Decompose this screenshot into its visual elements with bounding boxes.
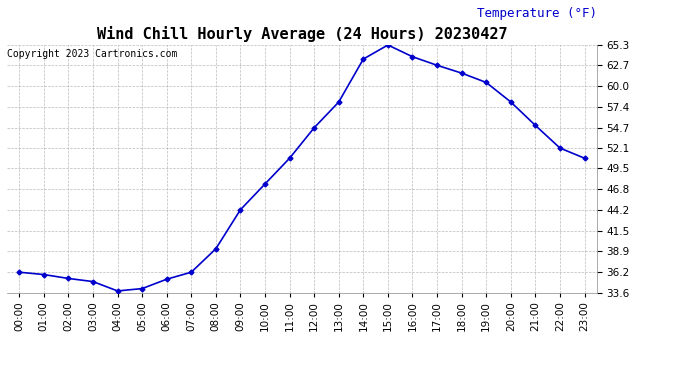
Title: Wind Chill Hourly Average (24 Hours) 20230427: Wind Chill Hourly Average (24 Hours) 202…	[97, 27, 507, 42]
Text: Copyright 2023 Cartronics.com: Copyright 2023 Cartronics.com	[8, 49, 178, 59]
Text: Temperature (°F): Temperature (°F)	[477, 7, 597, 20]
